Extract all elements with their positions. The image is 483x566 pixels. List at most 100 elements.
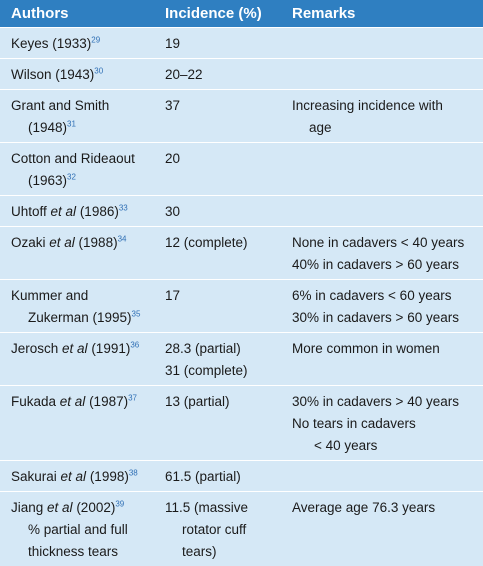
table-row: Wilson (1943)30 20–22 [0,58,483,89]
author-cell: Grant and Smith (1948)31 [0,95,152,142]
table-row: Grant and Smith (1948)31 37 Increasing i… [0,89,483,142]
reference-number: 39 [115,499,125,509]
author-text: Jerosch [11,341,63,356]
remark-line: < 40 years [314,438,378,453]
incidence-line: 28.3 (partial) [165,341,241,356]
remarks-cell [280,64,483,89]
table-header: Authors Incidence (%) Remarks [0,0,483,27]
remark-line: None in cadavers < 40 years [292,235,465,250]
author-text: Grant and Smith [11,98,110,113]
remark-line: 30% in cadavers > 60 years [292,310,459,325]
remarks-cell: Average age 76.3 years [292,500,436,515]
incidence-line: 11.5 (massive [165,500,249,515]
incidence-cell: 12 (complete) [165,235,248,250]
header-authors: Authors [11,5,69,22]
remark-line: 6% in cadavers < 60 years [292,288,452,303]
remark-line: age [309,120,332,135]
reference-number: 35 [131,309,141,319]
incidence-cell: 28.3 (partial) 31 (complete) [152,338,280,385]
author-cell: Wilson (1943)30 [0,64,152,89]
incidence-cell: 20 [165,151,181,166]
author-year: (1948) [28,120,68,135]
et-al-text: et al [50,204,77,219]
et-al-text: et al [49,235,75,250]
author-text: Ozaki [11,235,50,250]
remark-line: 30% in cadavers > 40 years [292,394,459,409]
author-cell: Ozaki et al (1988)34 [0,232,152,279]
reference-number: 34 [117,234,127,244]
table-row: Fukada et al (1987)37 13 (partial) 30% i… [0,385,483,460]
author-cell: Kummer and Zukerman (1995)35 [0,285,152,332]
table-row: Jiang et al (2002)39 % partial and full … [0,491,483,566]
author-cell: Sakurai et al (1998)38 [0,466,152,491]
author-year: (1963) [28,173,68,188]
author-cell: Fukada et al (1987)37 [0,391,152,460]
author-text: Kummer and [11,288,89,303]
remarks-cell [280,148,483,195]
author-cell: Uhtoff et al (1986)33 [0,201,152,226]
reference-number: 32 [67,172,76,182]
author-cell: Jerosch et al (1991)36 [0,338,152,385]
remarks-cell: Increasing incidence with age [280,95,483,142]
table-row: Kummer and Zukerman (1995)35 17 6% in ca… [0,279,483,332]
author-text: Wilson (1943) [11,67,95,82]
table-row: Uhtoff et al (1986)33 30 [0,195,483,226]
author-year: (1986) [76,204,119,219]
author-year: (1988) [74,235,118,250]
author-text: Fukada [11,394,60,409]
incidence-cell: 37 [165,98,181,113]
author-year: (2002) [72,500,116,515]
remarks-cell: More common in women [292,341,440,356]
et-al-text: et al [60,469,87,484]
remarks-cell [280,201,483,226]
author-text-cont: (1948)31 [11,117,152,139]
incidence-line: 31 (complete) [165,363,248,378]
reference-number: 29 [91,35,101,45]
author-text: Sakurai [11,469,61,484]
reference-number: 36 [130,340,140,350]
author-cell: Keyes (1933)29 [0,33,152,58]
reference-number: 30 [94,66,104,76]
table-row: Sakurai et al (1998)38 61.5 (partial) [0,460,483,491]
author-year: (1998) [86,469,129,484]
table-row: Jerosch et al (1991)36 28.3 (partial) 31… [0,332,483,385]
incidence-cell: 30 [165,204,181,219]
remarks-cell [280,466,483,491]
author-note: thickness tears [28,544,119,559]
reference-number: 33 [118,203,128,213]
incidence-cell: 17 [165,288,181,303]
author-year: (1991) [87,341,131,356]
author-text: Uhtoff [11,204,51,219]
table-row: Cotton and Rideaout (1963)32 20 [0,142,483,195]
author-text-cont: Zukerman (1995)35 [11,307,152,329]
incidence-cell: 61.5 (partial) [165,469,241,484]
remarks-cell: None in cadavers < 40 years 40% in cadav… [280,232,483,279]
reference-number: 37 [128,393,137,403]
author-year: (1987) [85,394,129,409]
remark-line: No tears in cadavers [292,416,416,431]
reference-number: 38 [128,468,138,478]
incidence-cell: 19 [165,36,181,51]
incidence-cell: 11.5 (massive rotator cuff tears) [152,497,280,566]
author-year: Zukerman (1995) [28,310,132,325]
incidence-line: tears) [182,544,217,559]
incidence-line: rotator cuff [182,522,247,537]
header-incidence: Incidence (%) [165,5,262,22]
incidence-cell: 13 (partial) [165,394,230,409]
et-al-text: et al [59,394,86,409]
remarks-cell [280,33,483,58]
author-text-line: Jiang et al (2002)39 [11,497,152,519]
table-row: Ozaki et al (1988)34 12 (complete) None … [0,226,483,279]
author-cell: Cotton and Rideaout (1963)32 [0,148,152,195]
author-note: % partial and full [28,522,128,537]
remarks-cell: 6% in cadavers < 60 years 30% in cadaver… [280,285,483,332]
remark-line: 40% in cadavers > 60 years [292,257,459,272]
remarks-cell: 30% in cadavers > 40 years No tears in c… [280,391,483,460]
author-text: Cotton and Rideaout [11,151,135,166]
author-text-cont: (1963)32 [11,170,152,192]
et-al-text: et al [62,341,88,356]
reference-number: 31 [67,119,76,129]
table-row: Keyes (1933)29 19 [0,27,483,58]
author-text: Jiang [11,500,48,515]
